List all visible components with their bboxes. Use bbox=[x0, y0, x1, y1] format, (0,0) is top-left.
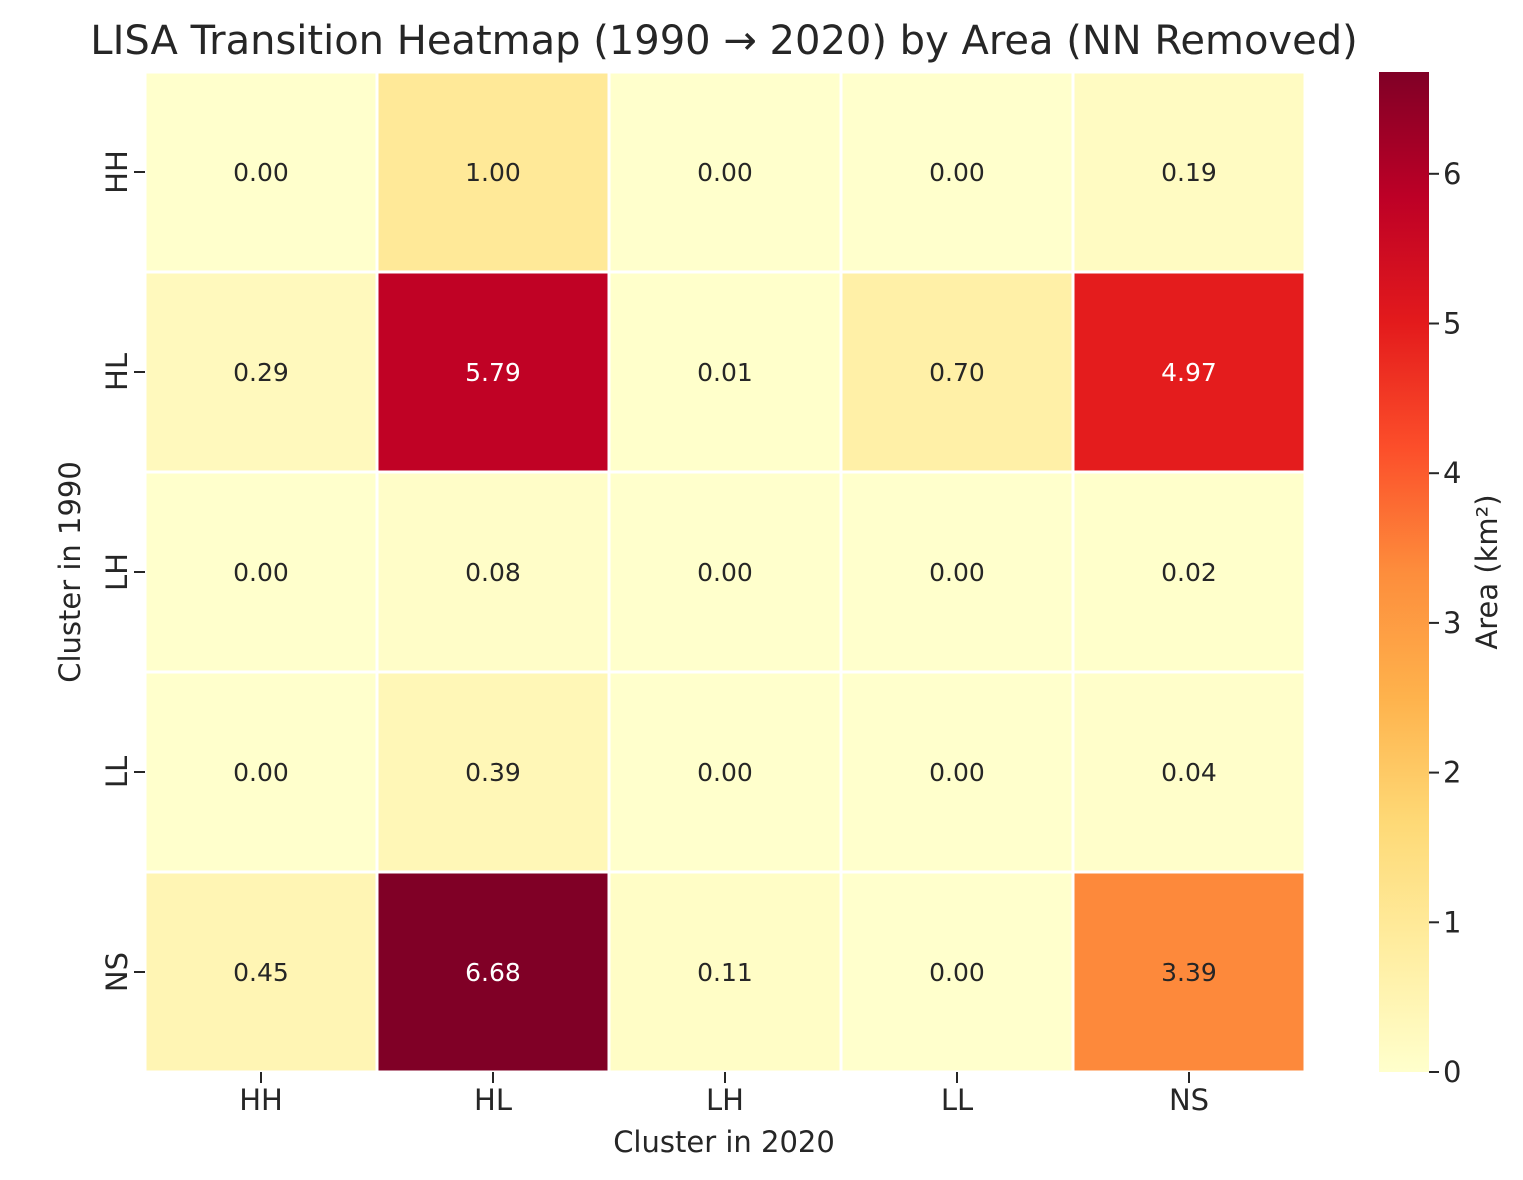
y-tick-label: LL bbox=[100, 756, 134, 788]
heatmap-cell bbox=[375, 470, 611, 674]
cell-value-label: 0.19 bbox=[1161, 158, 1217, 187]
y-axis-ticks: HH HL LH LL NS bbox=[100, 150, 145, 992]
heatmap-cell bbox=[607, 870, 843, 1074]
cell-value-label: 5.79 bbox=[465, 358, 521, 387]
cell-value-label: 0.02 bbox=[1161, 558, 1217, 587]
cell-value-label: 4.97 bbox=[1161, 358, 1217, 387]
y-tick-label: HH bbox=[100, 150, 134, 194]
colorbar-tick-label: 5 bbox=[1443, 306, 1461, 340]
colorbar-tick-label: 1 bbox=[1443, 905, 1461, 939]
heatmap-cell bbox=[839, 70, 1075, 274]
y-axis-label: Cluster in 1990 bbox=[53, 461, 87, 683]
cell-value-label: 3.39 bbox=[1161, 958, 1217, 987]
cell-value-label: 0.01 bbox=[697, 358, 753, 387]
heatmap-cell bbox=[375, 870, 611, 1074]
heatmap-cell bbox=[143, 70, 379, 274]
x-tick-label: LL bbox=[941, 1083, 973, 1117]
x-tick-label: NS bbox=[1169, 1083, 1209, 1117]
cell-value-label: 0.00 bbox=[233, 558, 289, 587]
cell-value-label: 0.00 bbox=[929, 958, 985, 987]
x-tick-label: LH bbox=[706, 1083, 744, 1117]
y-tick-label: HL bbox=[100, 353, 134, 391]
heatmap-cell bbox=[1071, 670, 1307, 874]
cell-value-label: 0.00 bbox=[929, 158, 985, 187]
heatmap-cells bbox=[143, 70, 1307, 1074]
heatmap-cell bbox=[143, 270, 379, 474]
heatmap-cell bbox=[375, 70, 611, 274]
colorbar-tick-label: 2 bbox=[1443, 756, 1461, 790]
x-axis-ticks: HH HL LH LL NS bbox=[239, 1072, 1209, 1117]
heatmap-cell bbox=[607, 270, 843, 474]
cell-value-label: 0.00 bbox=[233, 158, 289, 187]
cell-value-label: 6.68 bbox=[465, 958, 521, 987]
colorbar-ticks: 0 1 2 3 4 5 6 bbox=[1429, 157, 1461, 1089]
cell-value-label: 0.00 bbox=[697, 158, 753, 187]
colorbar-tick-label: 0 bbox=[1443, 1055, 1461, 1089]
cell-value-label: 0.00 bbox=[929, 558, 985, 587]
x-tick-label: HH bbox=[239, 1083, 283, 1117]
x-axis-label: Cluster in 2020 bbox=[613, 1125, 835, 1159]
cell-value-label: 0.29 bbox=[233, 358, 289, 387]
colorbar-tick-label: 3 bbox=[1443, 606, 1461, 640]
cell-annotations: 0.00 1.00 0.00 0.00 0.19 0.29 5.79 0.01 0.70 4.97… bbox=[233, 158, 1217, 987]
heatmap-cell bbox=[375, 670, 611, 874]
heatmap-cell bbox=[607, 70, 843, 274]
y-tick-label: LH bbox=[100, 553, 134, 591]
heatmap-cell bbox=[839, 470, 1075, 674]
cell-value-label: 0.45 bbox=[233, 958, 289, 987]
heatmap-cell bbox=[1071, 270, 1307, 474]
chart-title: LISA Transition Heatmap (1990 → 2020) by… bbox=[90, 18, 1357, 64]
x-tick-label: HL bbox=[474, 1083, 512, 1117]
heatmap-cell bbox=[607, 670, 843, 874]
cell-value-label: 0.00 bbox=[697, 758, 753, 787]
cell-value-label: 0.00 bbox=[697, 558, 753, 587]
cell-value-label: 0.39 bbox=[465, 758, 521, 787]
heatmap-cell bbox=[1071, 470, 1307, 674]
heatmap-cell bbox=[1071, 870, 1307, 1074]
colorbar-tick-label: 6 bbox=[1443, 157, 1461, 191]
colorbar-tick-label: 4 bbox=[1443, 456, 1461, 490]
cell-value-label: 1.00 bbox=[465, 158, 521, 187]
heatmap-cell bbox=[143, 870, 379, 1074]
heatmap-cell bbox=[839, 670, 1075, 874]
cell-value-label: 0.00 bbox=[929, 758, 985, 787]
y-tick-label: NS bbox=[100, 952, 134, 992]
cell-value-label: 0.04 bbox=[1161, 758, 1217, 787]
cell-value-label: 0.70 bbox=[929, 358, 985, 387]
cell-value-label: 0.08 bbox=[465, 558, 521, 587]
colorbar bbox=[1379, 72, 1429, 1072]
colorbar-label: Area (km²) bbox=[1470, 494, 1504, 649]
cell-value-label: 0.11 bbox=[697, 958, 753, 987]
cell-value-label: 0.00 bbox=[233, 758, 289, 787]
